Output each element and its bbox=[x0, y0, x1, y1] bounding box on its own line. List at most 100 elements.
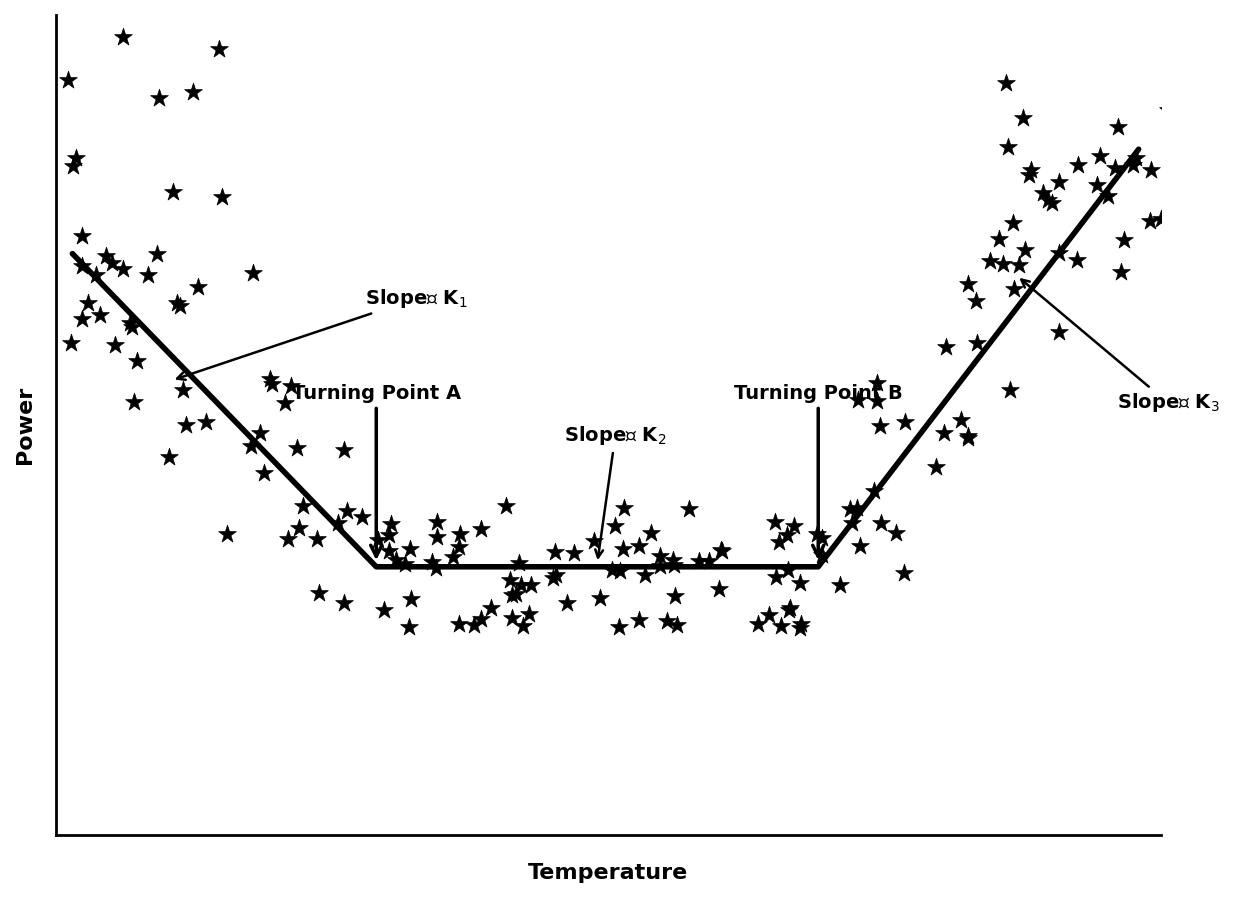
Point bbox=[471, 522, 491, 536]
Point bbox=[184, 84, 203, 99]
Point bbox=[1049, 246, 1069, 260]
Point bbox=[243, 266, 263, 280]
Point bbox=[275, 395, 295, 409]
Point bbox=[471, 612, 491, 627]
Point bbox=[506, 586, 526, 601]
Point bbox=[66, 150, 86, 164]
Point bbox=[791, 617, 811, 631]
Point bbox=[379, 527, 399, 541]
Point bbox=[663, 558, 683, 572]
Point bbox=[104, 338, 124, 352]
Point bbox=[990, 232, 1009, 246]
Point bbox=[812, 531, 832, 545]
Point bbox=[770, 535, 790, 550]
Point bbox=[427, 515, 446, 529]
Point bbox=[308, 532, 327, 546]
Point bbox=[1141, 163, 1161, 177]
Point bbox=[771, 619, 791, 633]
Point bbox=[159, 450, 179, 464]
Point bbox=[1141, 214, 1161, 228]
Point bbox=[1016, 242, 1035, 257]
Point bbox=[1049, 325, 1069, 339]
Point bbox=[657, 614, 677, 629]
Text: Slope： K$_3$: Slope： K$_3$ bbox=[1022, 279, 1219, 414]
Point bbox=[401, 541, 420, 556]
Point bbox=[951, 413, 971, 427]
Point bbox=[78, 295, 98, 310]
Point bbox=[712, 543, 732, 558]
Point bbox=[790, 621, 810, 636]
Point bbox=[605, 519, 625, 533]
Point bbox=[894, 566, 914, 580]
Point bbox=[1111, 264, 1131, 278]
Point bbox=[379, 544, 399, 559]
Point bbox=[779, 563, 799, 577]
Point bbox=[1019, 168, 1039, 182]
Point bbox=[780, 601, 800, 615]
Point bbox=[1115, 233, 1135, 247]
Point bbox=[980, 253, 999, 268]
Point bbox=[546, 568, 565, 582]
Point bbox=[867, 375, 887, 390]
Point bbox=[864, 484, 884, 498]
Point bbox=[334, 443, 353, 457]
Point bbox=[885, 526, 905, 541]
Point bbox=[170, 299, 190, 313]
Point bbox=[688, 554, 708, 568]
Point bbox=[72, 312, 92, 326]
X-axis label: Temperature: Temperature bbox=[528, 863, 688, 883]
Point bbox=[614, 501, 634, 515]
Point bbox=[329, 515, 348, 530]
Point bbox=[496, 499, 516, 514]
Point bbox=[427, 560, 446, 575]
Point bbox=[613, 542, 632, 557]
Point bbox=[148, 247, 167, 261]
Point bbox=[544, 545, 564, 559]
Point bbox=[167, 296, 187, 311]
Point bbox=[513, 619, 533, 633]
Point bbox=[444, 550, 464, 565]
Point bbox=[212, 189, 232, 204]
Point bbox=[449, 617, 469, 631]
Point bbox=[1033, 186, 1053, 200]
Point bbox=[102, 256, 122, 270]
Point bbox=[667, 618, 687, 632]
Point bbox=[280, 379, 300, 393]
Point bbox=[842, 515, 862, 530]
Point bbox=[449, 540, 469, 554]
Text: Turning Point A: Turning Point A bbox=[291, 383, 461, 557]
Point bbox=[790, 576, 810, 590]
Point bbox=[260, 372, 280, 386]
Point bbox=[502, 587, 522, 602]
Point bbox=[849, 539, 869, 553]
Point bbox=[58, 73, 78, 87]
Point bbox=[97, 249, 117, 263]
Point bbox=[870, 515, 890, 530]
Point bbox=[601, 563, 621, 577]
Point bbox=[1003, 216, 1023, 230]
Point bbox=[765, 515, 785, 529]
Point bbox=[176, 418, 196, 433]
Point bbox=[1105, 161, 1125, 175]
Point bbox=[699, 553, 719, 568]
Point bbox=[61, 336, 81, 350]
Point bbox=[867, 394, 887, 409]
Point bbox=[289, 521, 309, 535]
Point bbox=[374, 603, 394, 618]
Point bbox=[629, 540, 649, 554]
Point bbox=[262, 376, 281, 391]
Point bbox=[610, 620, 630, 634]
Point bbox=[250, 426, 270, 440]
Text: Slope： K$_1$: Slope： K$_1$ bbox=[177, 286, 467, 380]
Point bbox=[1099, 189, 1118, 204]
Point bbox=[1152, 212, 1172, 226]
Point bbox=[352, 509, 372, 524]
Point bbox=[998, 140, 1018, 154]
Point bbox=[936, 339, 956, 354]
Point bbox=[926, 460, 946, 474]
Point bbox=[564, 545, 584, 559]
Text: Slope： K$_2$: Slope： K$_2$ bbox=[564, 425, 666, 558]
Point bbox=[1049, 175, 1069, 189]
Point bbox=[1013, 110, 1033, 125]
Point bbox=[1123, 157, 1143, 172]
